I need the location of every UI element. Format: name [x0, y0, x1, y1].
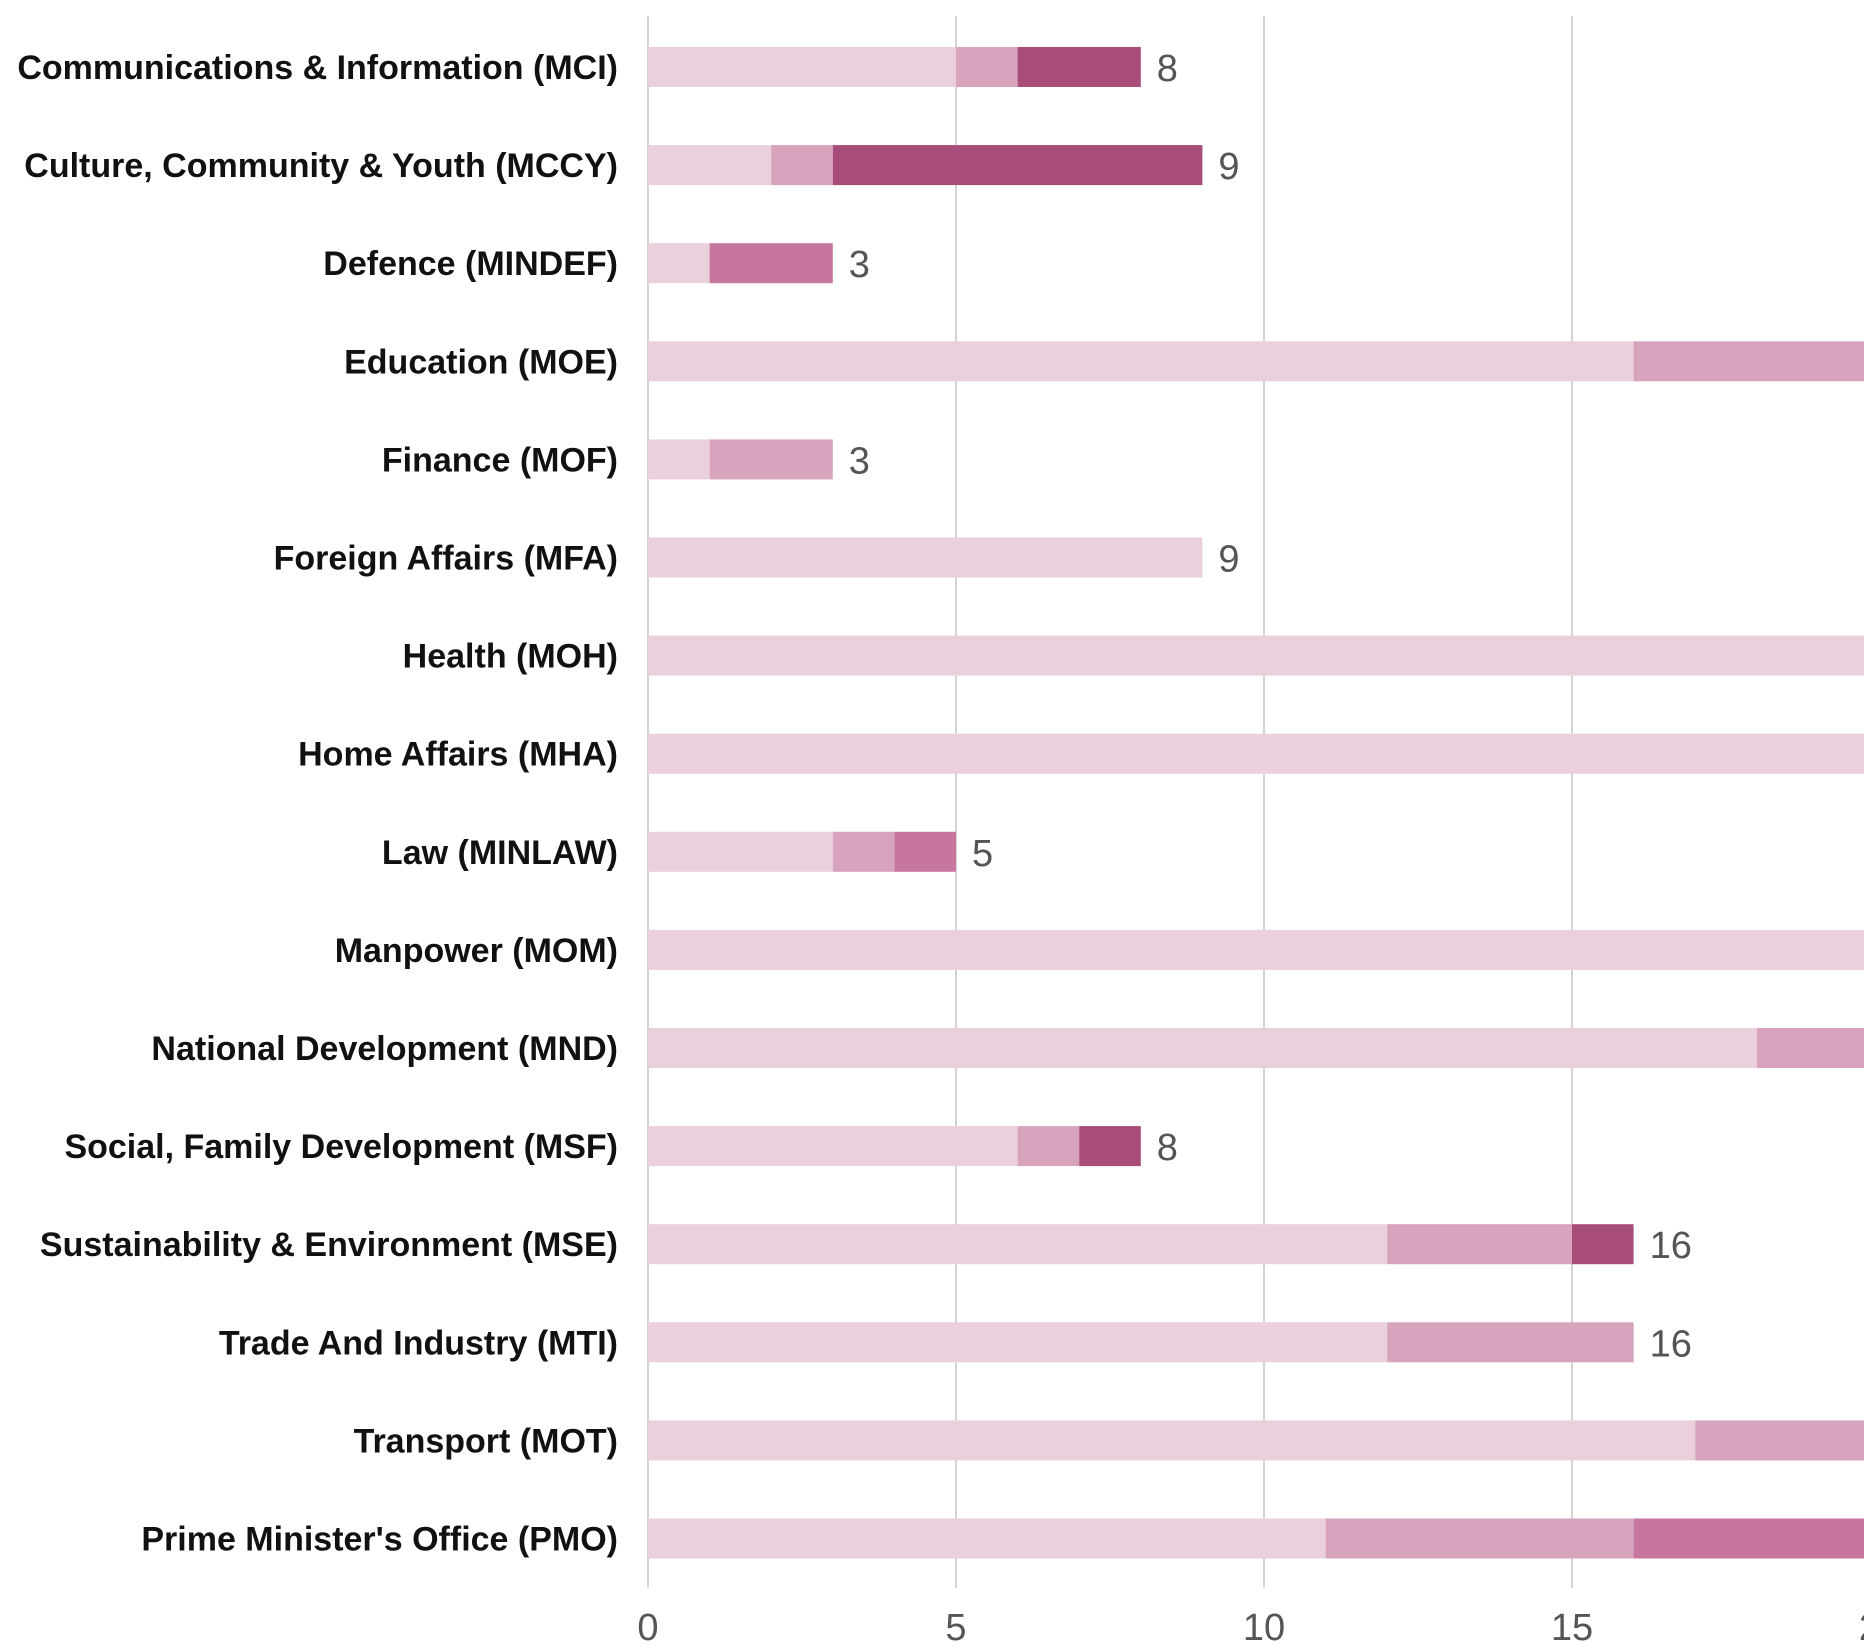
bar-segment	[1387, 1224, 1572, 1265]
bar-segment	[648, 1322, 1388, 1363]
bar-segment	[648, 1126, 1018, 1167]
bar-segment	[1572, 1224, 1634, 1265]
bar-segment	[1079, 1126, 1141, 1167]
total-value-label: 8	[1157, 48, 1178, 90]
total-labels: 8933139303453626816162820	[849, 48, 1692, 1365]
bar-segment	[1633, 1518, 1864, 1559]
bar-segment	[956, 47, 1018, 87]
bar-segment	[648, 1224, 1388, 1265]
bar-segment	[648, 733, 1864, 774]
bar-segment	[832, 145, 1203, 186]
bar-segment	[1756, 1028, 1864, 1068]
bar-segment	[1017, 1126, 1080, 1167]
category-label: Defence (MINDEF)	[323, 245, 618, 283]
bar-segment	[648, 145, 772, 186]
total-value-label: 16	[1650, 1225, 1692, 1267]
bar-segment	[832, 831, 895, 872]
category-label: Foreign Affairs (MFA)	[274, 540, 618, 578]
bar-segment	[709, 243, 833, 284]
bar-segment	[648, 1518, 1326, 1559]
total-value-label: 8	[1157, 1127, 1178, 1169]
category-label: Trade And Industry (MTI)	[219, 1324, 618, 1362]
x-tick-label: 20	[1859, 1607, 1864, 1648]
total-value-label: 9	[1218, 146, 1239, 188]
bar-segment	[1695, 1420, 1864, 1461]
total-value-label: 16	[1650, 1323, 1692, 1365]
bar-segment	[648, 243, 710, 284]
category-label: Culture, Community & Youth (MCCY)	[24, 147, 618, 185]
bar-segment	[648, 929, 1864, 970]
total-value-label: 9	[1218, 539, 1239, 581]
bar-segment	[648, 439, 710, 480]
bar-segment	[709, 439, 833, 480]
total-value-label: 3	[849, 440, 870, 482]
bar-segment	[648, 537, 1203, 578]
x-axis-ticks: 05101520253035	[637, 1607, 1864, 1648]
bar-segment	[1017, 47, 1141, 87]
bar-segment	[894, 831, 956, 872]
category-label: Health (MOH)	[403, 638, 618, 676]
bar-segment	[1325, 1518, 1634, 1559]
category-label: Finance (MOF)	[382, 441, 618, 479]
bar-segment	[771, 145, 833, 186]
category-label: Transport (MOT)	[354, 1422, 618, 1460]
x-tick-label: 10	[1243, 1607, 1285, 1648]
category-label: National Development (MND)	[151, 1030, 618, 1068]
category-label: Education (MOE)	[344, 343, 618, 381]
bar-segment	[648, 831, 833, 872]
category-label: Communications & Information (MCI)	[17, 49, 618, 87]
category-labels: Communications & Information (MCI) Cultur…	[17, 49, 618, 1559]
bar-segment	[648, 635, 1864, 676]
total-value-label: 3	[849, 244, 870, 286]
x-tick-label: 0	[637, 1607, 658, 1648]
category-label: Manpower (MOM)	[335, 932, 618, 970]
bar-segment	[648, 47, 956, 87]
category-label: Home Affairs (MHA)	[298, 736, 618, 774]
category-label: Social, Family Development (MSF)	[64, 1128, 618, 1166]
category-label: Prime Minister's Office (PMO)	[141, 1521, 618, 1559]
bar-segment	[648, 341, 1634, 382]
x-tick-label: 15	[1551, 1607, 1593, 1648]
bar-segment	[648, 1420, 1696, 1461]
bar-segment	[1387, 1322, 1634, 1363]
bars	[648, 47, 1864, 1559]
x-tick-label: 5	[945, 1607, 966, 1648]
category-label: Law (MINLAW)	[382, 834, 618, 872]
bar-segment	[1633, 341, 1864, 382]
category-label: Sustainability & Environment (MSE)	[40, 1226, 618, 1264]
total-value-label: 5	[972, 833, 993, 875]
bar-segment	[648, 1028, 1757, 1068]
